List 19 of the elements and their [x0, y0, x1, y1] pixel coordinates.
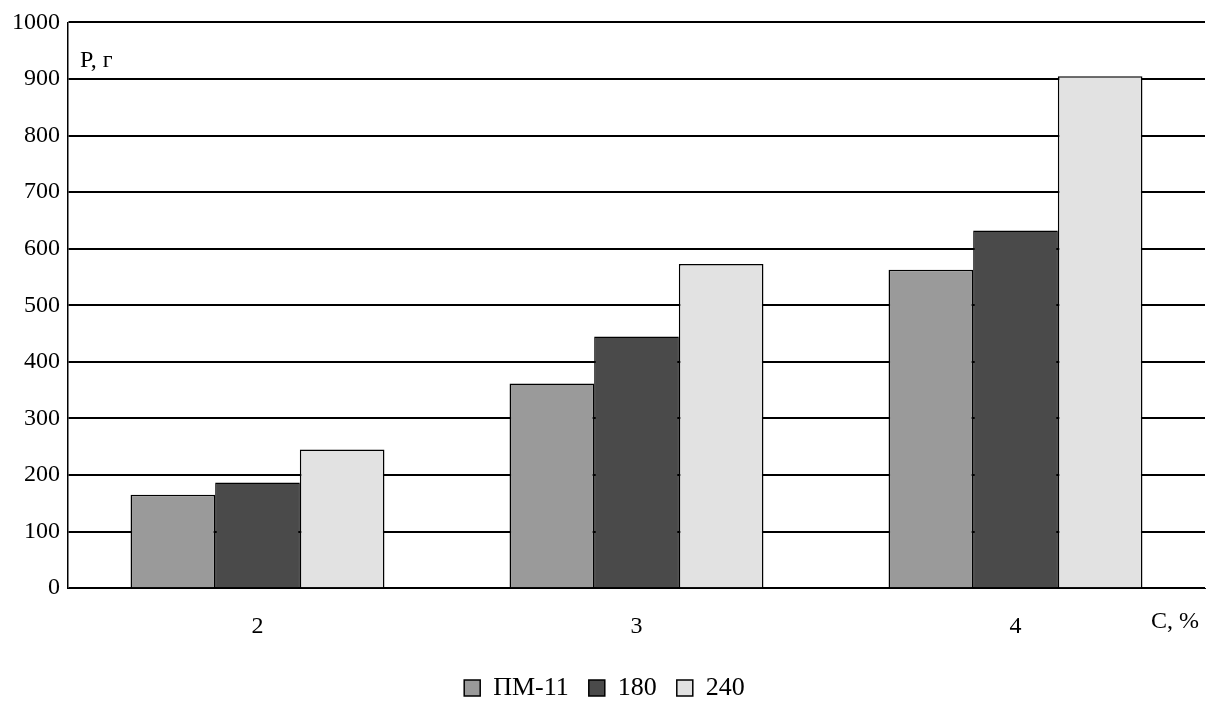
- legend-label: 180: [617, 671, 657, 701]
- y-tick-label: 400: [24, 347, 60, 374]
- y-tick-label: 500: [24, 290, 60, 317]
- y-tick-label: 0: [48, 573, 60, 600]
- x-tick-label: 2: [251, 611, 264, 638]
- legend-label: ПМ-11: [493, 671, 569, 701]
- x-tick-label: 4: [1009, 611, 1022, 638]
- y-tick-label: 1000: [12, 7, 60, 34]
- x-tick-label: 3: [630, 611, 643, 638]
- y-axis-title: P, г: [80, 45, 113, 72]
- y-tick-label: 800: [24, 120, 60, 147]
- y-tick-label: 600: [24, 234, 60, 261]
- x-axis-title: C, %: [1151, 607, 1200, 634]
- y-tick-label: 300: [24, 403, 60, 430]
- y-tick-label: 700: [24, 177, 60, 204]
- y-tick-label: 900: [24, 64, 60, 91]
- y-tick-label: 200: [24, 460, 60, 487]
- y-tick-label: 100: [24, 516, 60, 543]
- legend-label: 240: [705, 671, 745, 701]
